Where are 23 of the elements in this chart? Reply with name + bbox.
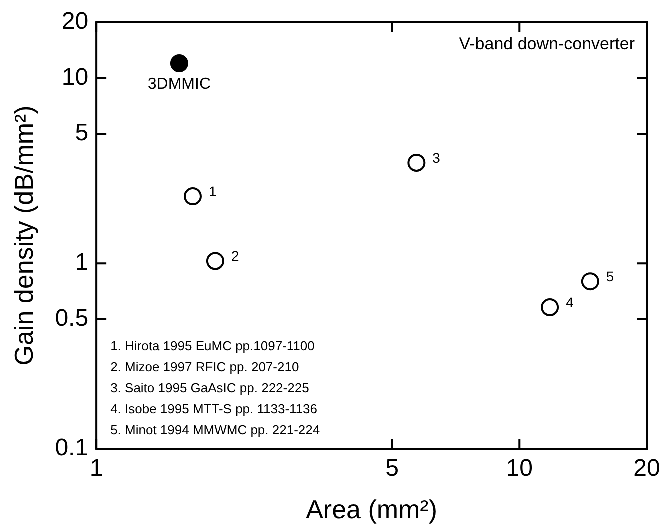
annotation: 3 <box>432 150 441 166</box>
y-tick-label: 5 <box>75 120 89 147</box>
y-tick-label: 1 <box>75 249 89 276</box>
annotation: 5 <box>606 268 614 284</box>
x-tick-label: 20 <box>634 455 660 482</box>
annotation: 5. Minot 1994 MMWMC pp. 221-224 <box>110 422 320 438</box>
annotation: V-band down-converter <box>459 34 636 54</box>
annotation: 3. Saito 1995 GaAsIC pp. 222-225 <box>110 380 310 396</box>
annotation: 4 <box>566 294 574 310</box>
x-tick-label: 10 <box>506 455 533 482</box>
y-axis-title: Gain density (dB/mm²) <box>8 106 39 366</box>
y-tick-label: 10 <box>62 64 89 91</box>
annotation: 2. Mizoe 1997 RFIC pp. 207-210 <box>110 360 300 375</box>
x-axis-title: Area (mm²) <box>306 494 438 525</box>
annotation: 2 <box>231 248 240 264</box>
y-tick-label: 20 <box>62 8 89 36</box>
y-tick-label: 0.1 <box>55 434 89 462</box>
y-tick-label: 0.5 <box>55 305 89 332</box>
annotation: 1. Hirota 1995 EuMC pp.1097-1100 <box>110 338 315 354</box>
annotation: 1 <box>208 183 217 200</box>
x-tick-label: 5 <box>386 455 399 482</box>
annotation: 3DMMIC <box>148 76 211 93</box>
annotation: 4. Isobe 1995 MTT-S pp. 1133-1136 <box>110 402 318 417</box>
